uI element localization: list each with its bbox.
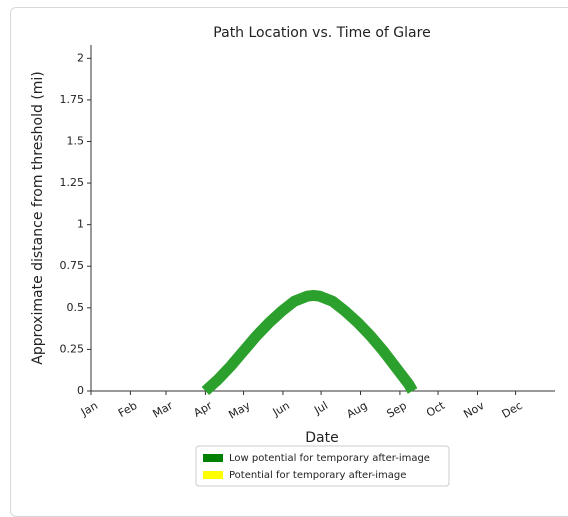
x-tick-label: Dec bbox=[500, 399, 525, 421]
legend-box bbox=[195, 445, 450, 487]
y-tick-label: 2 bbox=[77, 51, 84, 64]
x-tick-label: Feb bbox=[116, 399, 139, 420]
y-tick-label: 0.25 bbox=[60, 342, 85, 355]
y-tick-label: 0 bbox=[77, 384, 84, 397]
y-tick-label: 1.5 bbox=[67, 134, 85, 147]
x-tick-label: Apr bbox=[191, 399, 214, 420]
x-axis-label: Date bbox=[305, 430, 338, 446]
legend-swatch bbox=[203, 454, 223, 462]
x-tick-label: Mar bbox=[151, 399, 176, 421]
y-tick-label: 1.75 bbox=[60, 93, 85, 106]
x-tick-label: May bbox=[226, 399, 253, 422]
x-tick-label: Oct bbox=[424, 399, 448, 420]
y-tick-label: 1.25 bbox=[60, 176, 85, 189]
y-tick-label: 0.5 bbox=[67, 301, 85, 314]
chart: Path Location vs. Time of Glare Date App… bbox=[30, 25, 555, 487]
legend-label: Potential for temporary after-image bbox=[229, 470, 406, 481]
x-tick-label: Aug bbox=[344, 399, 369, 421]
y-tick-label: 0.75 bbox=[60, 259, 85, 272]
x-tick-label: Jun bbox=[270, 399, 292, 419]
x-tick-label: Nov bbox=[461, 399, 487, 421]
x-tick-label: Jan bbox=[78, 399, 100, 419]
x-tick-label: Sep bbox=[384, 399, 408, 421]
glare-band bbox=[201, 289, 418, 396]
page: {"chart_data": { "type": "line", "title"… bbox=[10, 7, 568, 517]
legend-swatch bbox=[203, 471, 223, 479]
x-tick-label: Jul bbox=[311, 399, 330, 417]
y-tick-label: 1 bbox=[77, 218, 84, 231]
legend-label: Low potential for temporary after-image bbox=[229, 453, 430, 464]
y-axis-label: Approximate distance from threshold (mi) bbox=[30, 71, 46, 365]
chart-title: Path Location vs. Time of Glare bbox=[213, 25, 430, 41]
